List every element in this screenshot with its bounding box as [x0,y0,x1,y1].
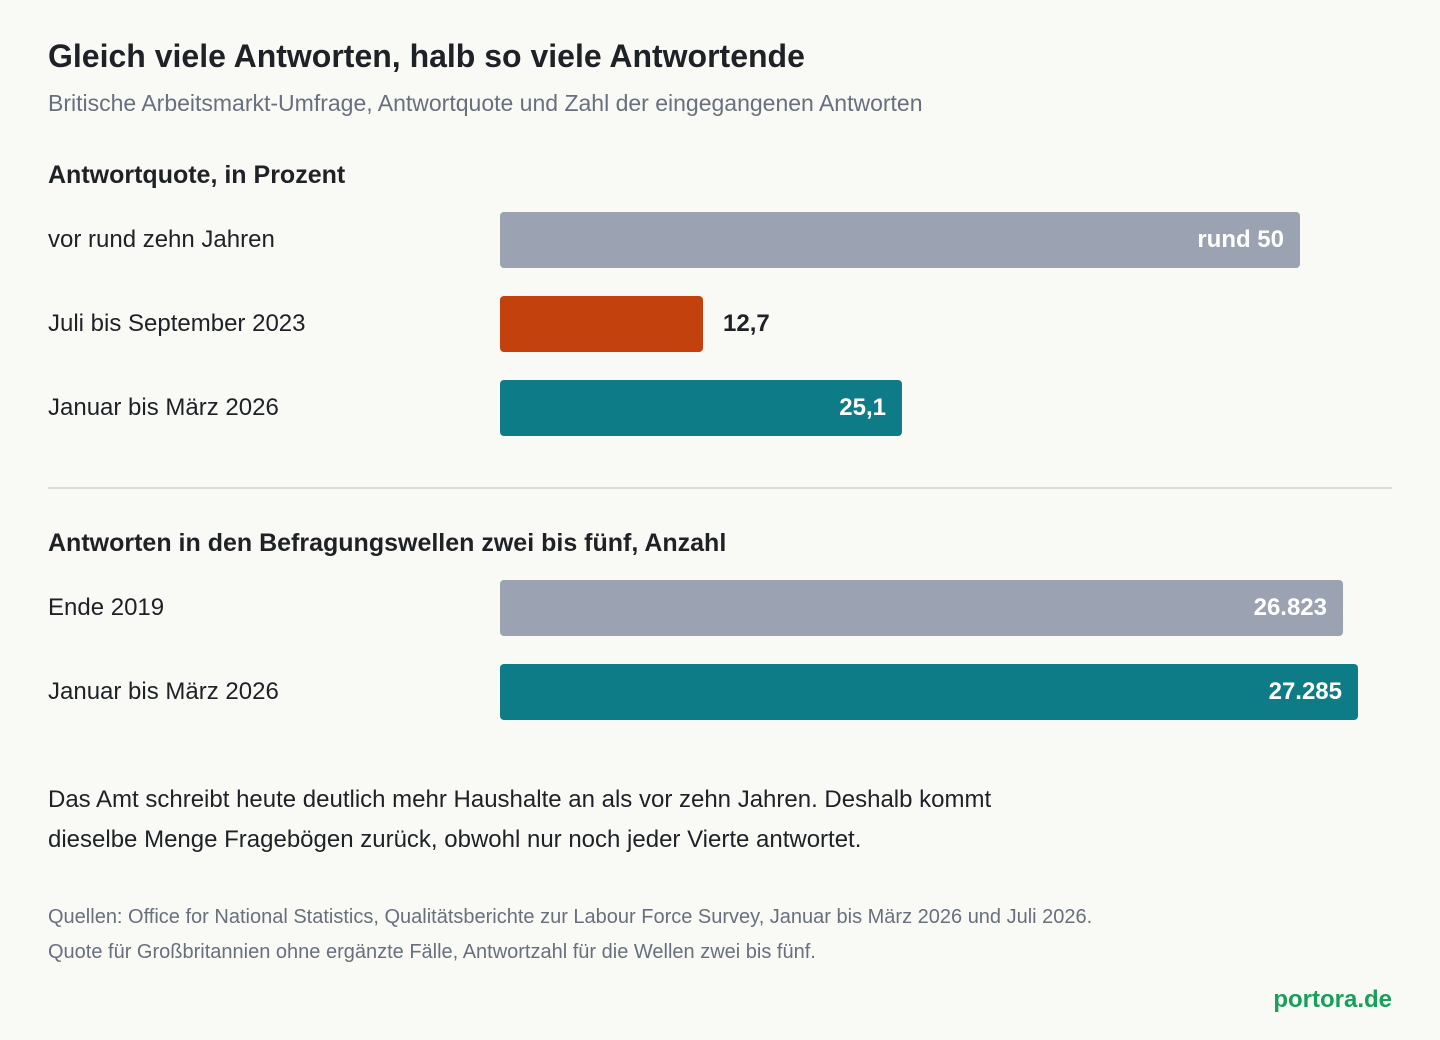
note-line-2: dieselbe Menge Fragebögen zurück, obwohl… [48,826,862,853]
bar [500,664,1358,720]
bar-category-label: Januar bis März 2026 [48,678,279,705]
section-divider [48,487,1392,489]
source-line-2: Quote für Großbritannien ohne ergänzte F… [48,941,816,963]
note-line-1: Das Amt schreibt heute deutlich mehr Hau… [48,786,992,813]
bar [500,380,902,436]
chart-page: Gleich viele Antworten, halb so viele An… [48,0,1392,1040]
bar-category-label: vor rund zehn Jahren [48,226,275,253]
bar [500,212,1300,268]
explanatory-note: Das Amt schreibt heute deutlich mehr Hau… [48,780,1148,860]
section-title-response-count: Antworten in den Befragungswellen zwei b… [48,529,727,557]
bar-value-label: 27.285 [1268,678,1342,705]
bar [500,296,703,352]
bar-value-label: rund 50 [1197,226,1284,253]
bar-category-label: Ende 2019 [48,594,165,621]
chart-title: Gleich viele Antworten, halb so viele An… [48,38,805,74]
section-title-response-rate: Antwortquote, in Prozent [48,161,346,189]
bar [500,580,1343,636]
bar-value-label: 12,7 [723,310,770,337]
chart-subtitle: Britische Arbeitsmarkt-Umfrage, Antwortq… [48,90,923,116]
source-line-1: Quellen: Office for National Statistics,… [48,906,1093,928]
brand-logo-text: portora.de [1273,986,1392,1013]
bar-category-label: Juli bis September 2023 [48,310,306,337]
bar-category-label: Januar bis März 2026 [48,394,279,421]
bar-value-label: 26.823 [1253,594,1327,621]
bar-value-label: 25,1 [839,394,886,421]
source-note: Quellen: Office for National Statistics,… [48,900,1092,970]
